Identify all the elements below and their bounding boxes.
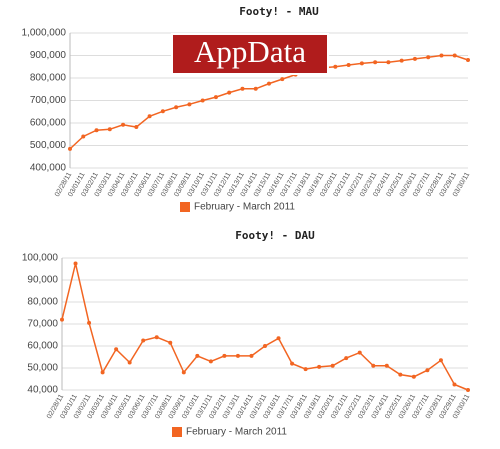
data-point: [373, 60, 378, 65]
data-point: [213, 95, 218, 100]
data-point: [100, 370, 105, 375]
y-tick-label: 1,000,000: [22, 28, 67, 39]
y-tick-label: 90,000: [27, 275, 58, 286]
data-point: [249, 353, 254, 358]
data-point: [411, 374, 416, 379]
y-tick-label: 800,000: [30, 73, 67, 84]
data-point: [60, 317, 64, 322]
data-point: [344, 356, 349, 361]
data-point: [195, 353, 200, 358]
data-point: [439, 53, 444, 58]
legend-label: February - March 2011: [194, 202, 295, 213]
data-point: [466, 388, 470, 392]
data-point: [384, 363, 389, 368]
data-point: [466, 58, 470, 62]
data-point: [147, 114, 152, 119]
data-point: [160, 109, 165, 114]
data-point: [127, 360, 132, 365]
data-point: [412, 56, 417, 61]
data-point: [357, 350, 362, 355]
legend-swatch: [180, 202, 190, 212]
data-point: [267, 81, 271, 86]
data-point: [276, 336, 281, 341]
data-point: [134, 125, 139, 130]
legend-label: February - March 2011: [186, 427, 287, 438]
data-point: [107, 127, 112, 132]
data-point: [333, 64, 338, 69]
data-point: [168, 340, 173, 345]
data-point: [154, 335, 159, 340]
data-point: [200, 98, 205, 103]
data-point: [399, 58, 404, 63]
data-point: [371, 363, 376, 368]
data-point: [280, 77, 285, 82]
data-point: [227, 90, 232, 95]
data-point: [81, 134, 86, 139]
watermark-box: [171, 33, 329, 75]
data-point: [68, 146, 72, 151]
data-point: [141, 338, 146, 343]
data-point: [359, 61, 364, 66]
data-point: [290, 361, 295, 366]
y-tick-label: 60,000: [27, 341, 58, 352]
y-tick-label: 40,000: [27, 385, 58, 396]
y-tick-label: 900,000: [30, 50, 67, 61]
y-tick-label: 100,000: [22, 253, 59, 264]
y-tick-label: 70,000: [27, 319, 58, 330]
data-point: [426, 55, 431, 60]
data-point: [398, 372, 403, 377]
y-tick-label: 50,000: [27, 363, 58, 374]
watermark: AppData: [171, 33, 329, 75]
data-point: [73, 261, 78, 266]
data-point: [452, 53, 457, 58]
data-point: [317, 364, 322, 369]
data-point: [222, 353, 227, 358]
legend-swatch: [172, 427, 182, 437]
data-point: [240, 86, 245, 91]
series-line: [61, 263, 469, 391]
y-tick-label: 600,000: [30, 118, 67, 129]
chart-title: Footy! - MAU: [239, 5, 319, 18]
data-point: [235, 353, 240, 358]
data-point: [114, 347, 119, 352]
data-point: [386, 60, 391, 65]
data-point: [187, 102, 192, 107]
data-point: [87, 320, 92, 325]
data-point: [181, 370, 186, 375]
y-tick-label: 80,000: [27, 297, 58, 308]
data-point: [174, 105, 179, 110]
data-point: [452, 382, 457, 387]
watermark-text: AppData: [194, 34, 306, 69]
y-tick-label: 700,000: [30, 95, 67, 106]
data-point: [253, 86, 258, 91]
data-point: [208, 359, 213, 364]
y-tick-label: 500,000: [30, 140, 67, 151]
data-point: [438, 358, 443, 363]
data-point: [425, 368, 430, 373]
y-tick-label: 400,000: [30, 163, 67, 174]
data-point: [346, 62, 351, 67]
chart-title: Footy! - DAU: [235, 229, 315, 242]
data-point: [94, 128, 99, 133]
data-point: [303, 367, 308, 372]
data-point: [263, 344, 267, 348]
data-point: [121, 122, 126, 127]
data-point: [330, 363, 335, 368]
